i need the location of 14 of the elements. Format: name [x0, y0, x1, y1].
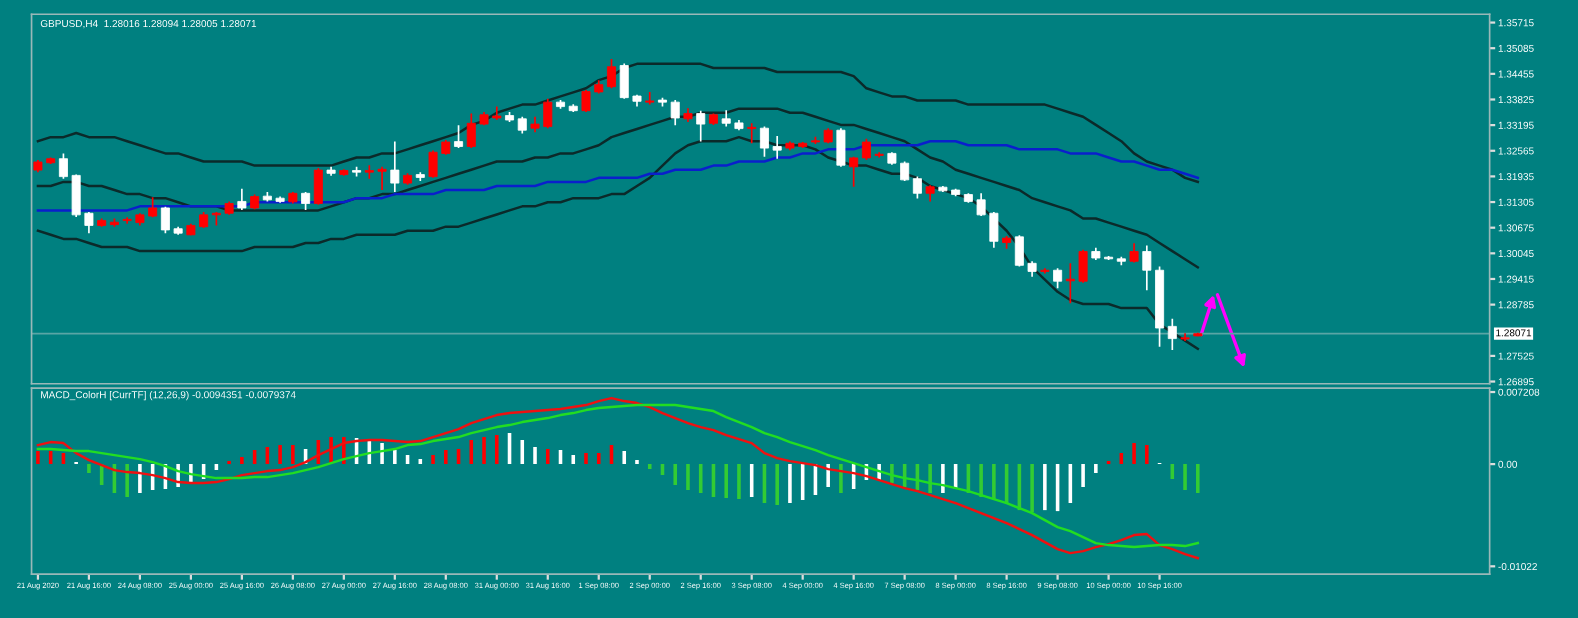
candlestick: [849, 155, 859, 188]
candlestick: [313, 167, 323, 206]
candlestick: [1053, 267, 1063, 289]
candlestick: [836, 127, 846, 168]
candlestick: [237, 187, 247, 211]
candlestick: [747, 122, 757, 145]
candlestick: [1167, 317, 1177, 351]
candlestick: [645, 91, 655, 106]
candlestick: [912, 175, 922, 200]
line-series: [36, 62, 1200, 184]
candlestick: [454, 124, 464, 149]
candlestick: [607, 58, 616, 90]
candlestick: [696, 109, 706, 143]
candlestick: [390, 140, 400, 193]
